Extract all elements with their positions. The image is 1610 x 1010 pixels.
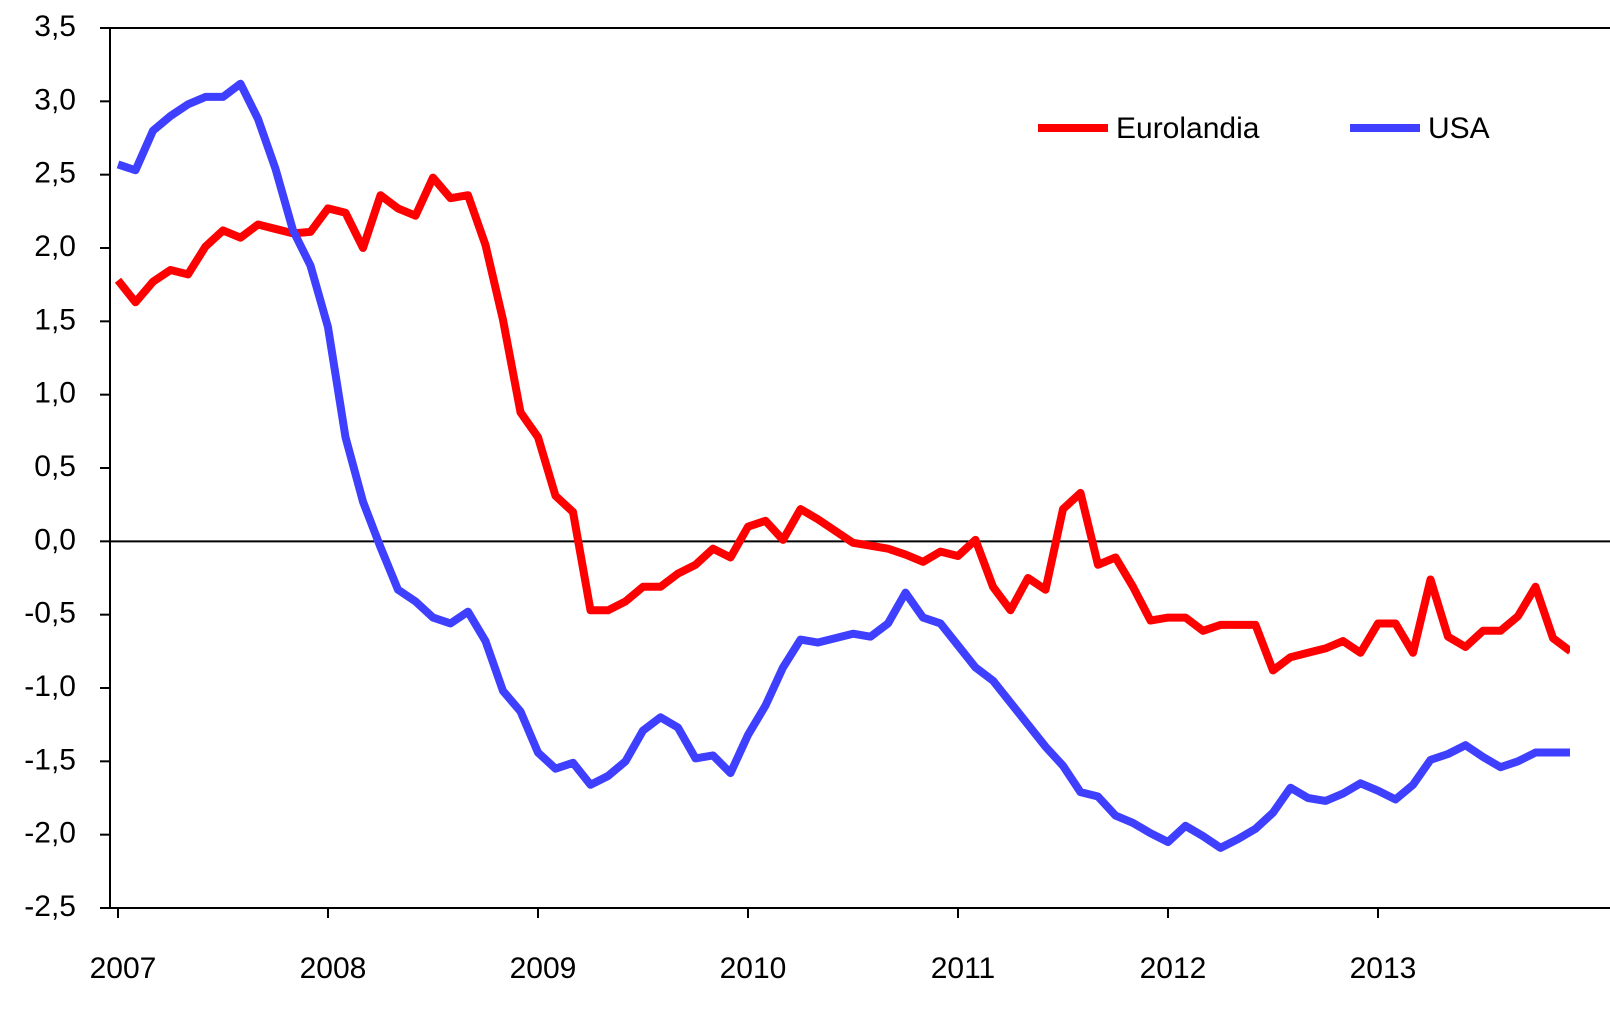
y-tick-label: 2,0 bbox=[34, 230, 76, 263]
x-tick-label: 2013 bbox=[1350, 952, 1417, 985]
y-tick-label: 3,5 bbox=[34, 10, 76, 43]
y-tick-label: 0,5 bbox=[34, 450, 76, 483]
y-tick-label: -0,5 bbox=[24, 597, 76, 630]
y-tick-label: 2,5 bbox=[34, 157, 76, 190]
series-line bbox=[116, 79, 1570, 852]
x-tick-label: 2012 bbox=[1140, 952, 1207, 985]
x-tick-label: 2007 bbox=[90, 952, 157, 985]
x-tick-label: 2011 bbox=[931, 952, 996, 985]
legend-label: Eurolandia bbox=[1116, 112, 1260, 145]
x-tick-label: 2010 bbox=[720, 952, 787, 985]
y-tick-label: -1,5 bbox=[24, 743, 76, 776]
x-tick-label: 2009 bbox=[510, 952, 577, 985]
y-tick-label: -2,5 bbox=[24, 890, 76, 923]
y-tick-label: 1,0 bbox=[34, 377, 76, 410]
x-tick-label: 2008 bbox=[300, 952, 367, 985]
legend-label: USA bbox=[1428, 112, 1490, 145]
series-line bbox=[114, 173, 1570, 675]
y-tick-label: -1,0 bbox=[24, 670, 76, 703]
y-tick-label: -2,0 bbox=[24, 817, 76, 850]
y-tick-label: 1,5 bbox=[34, 303, 76, 336]
y-tick-label: 0,0 bbox=[34, 523, 76, 556]
y-tick-label: 3,0 bbox=[34, 83, 76, 116]
